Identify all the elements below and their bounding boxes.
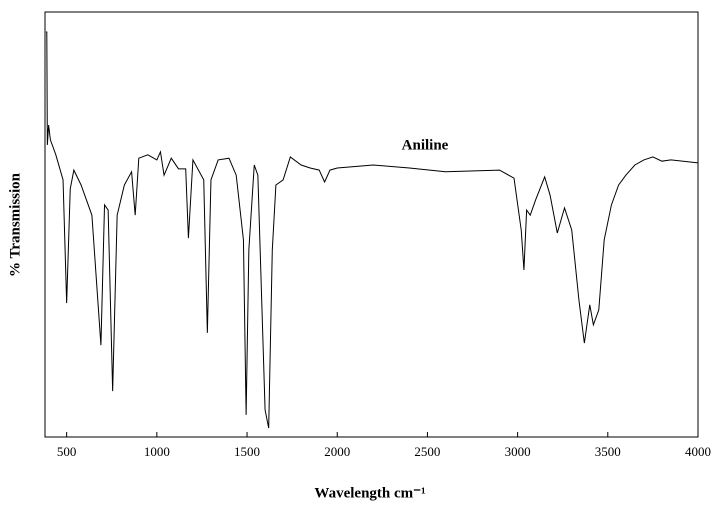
x-tick-label: 1500 bbox=[234, 444, 260, 459]
x-tick-label: 1000 bbox=[144, 444, 170, 459]
spectrum-line bbox=[45, 31, 699, 429]
x-axis-label: Wavelength cm⁻¹ bbox=[314, 485, 425, 501]
x-tick-label: 2000 bbox=[324, 444, 350, 459]
x-tick-label: 500 bbox=[57, 444, 77, 459]
x-tick-label: 2500 bbox=[414, 444, 440, 459]
x-tick-label: 3500 bbox=[595, 444, 621, 459]
x-tick-label: 4000 bbox=[685, 444, 711, 459]
y-axis-label: % Transmission bbox=[7, 172, 23, 277]
x-tick-label: 3000 bbox=[505, 444, 531, 459]
annotation: Aniline bbox=[402, 137, 449, 153]
plot-frame bbox=[44, 11, 699, 438]
